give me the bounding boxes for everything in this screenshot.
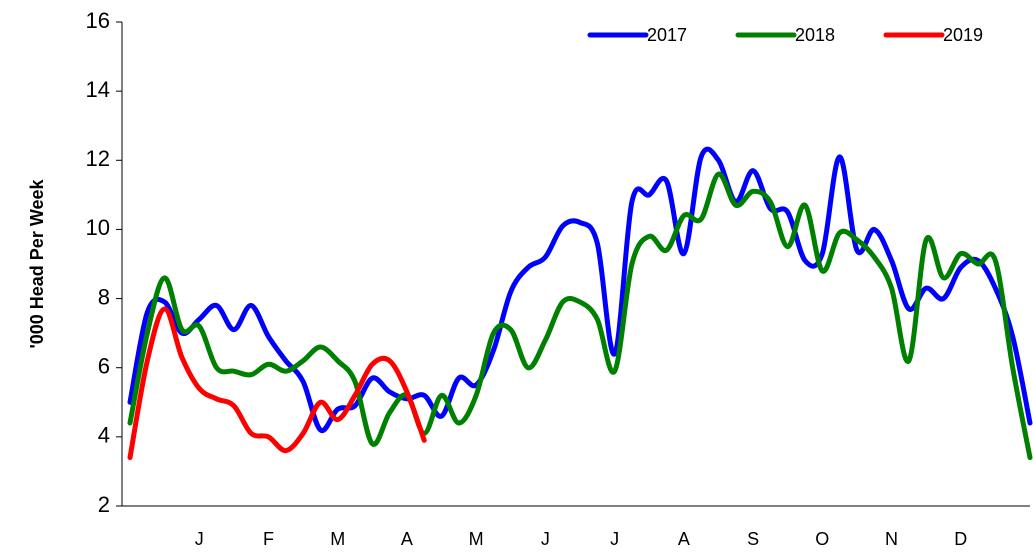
x-tick-label: M bbox=[469, 529, 484, 549]
y-tick-label: 4 bbox=[98, 423, 110, 448]
series-line bbox=[127, 146, 1033, 434]
y-tick-label: 14 bbox=[86, 77, 110, 102]
x-tick-label: F bbox=[263, 529, 274, 549]
y-tick-label: 8 bbox=[98, 284, 110, 309]
x-tick-label: O bbox=[815, 529, 829, 549]
x-tick-label: M bbox=[330, 529, 345, 549]
y-tick-label: 16 bbox=[86, 8, 110, 33]
y-axis-label: '000 Head Per Week bbox=[27, 178, 47, 348]
y-tick-label: 10 bbox=[86, 215, 110, 240]
x-tick-label: J bbox=[610, 529, 619, 549]
x-tick-label: N bbox=[885, 529, 898, 549]
x-tick-label: J bbox=[195, 529, 204, 549]
legend-label: 2017 bbox=[647, 25, 687, 45]
x-tick-label: S bbox=[747, 529, 759, 549]
x-tick-label: A bbox=[401, 529, 413, 549]
y-tick-label: 2 bbox=[98, 492, 110, 517]
legend-label: 2019 bbox=[943, 25, 983, 45]
x-tick-label: D bbox=[954, 529, 967, 549]
x-tick-label: J bbox=[541, 529, 550, 549]
series-line bbox=[127, 306, 427, 461]
x-tick-label: A bbox=[678, 529, 690, 549]
y-tick-label: 12 bbox=[86, 146, 110, 171]
legend-label: 2018 bbox=[795, 25, 835, 45]
y-tick-label: 6 bbox=[98, 354, 110, 379]
series-line bbox=[127, 171, 1033, 461]
